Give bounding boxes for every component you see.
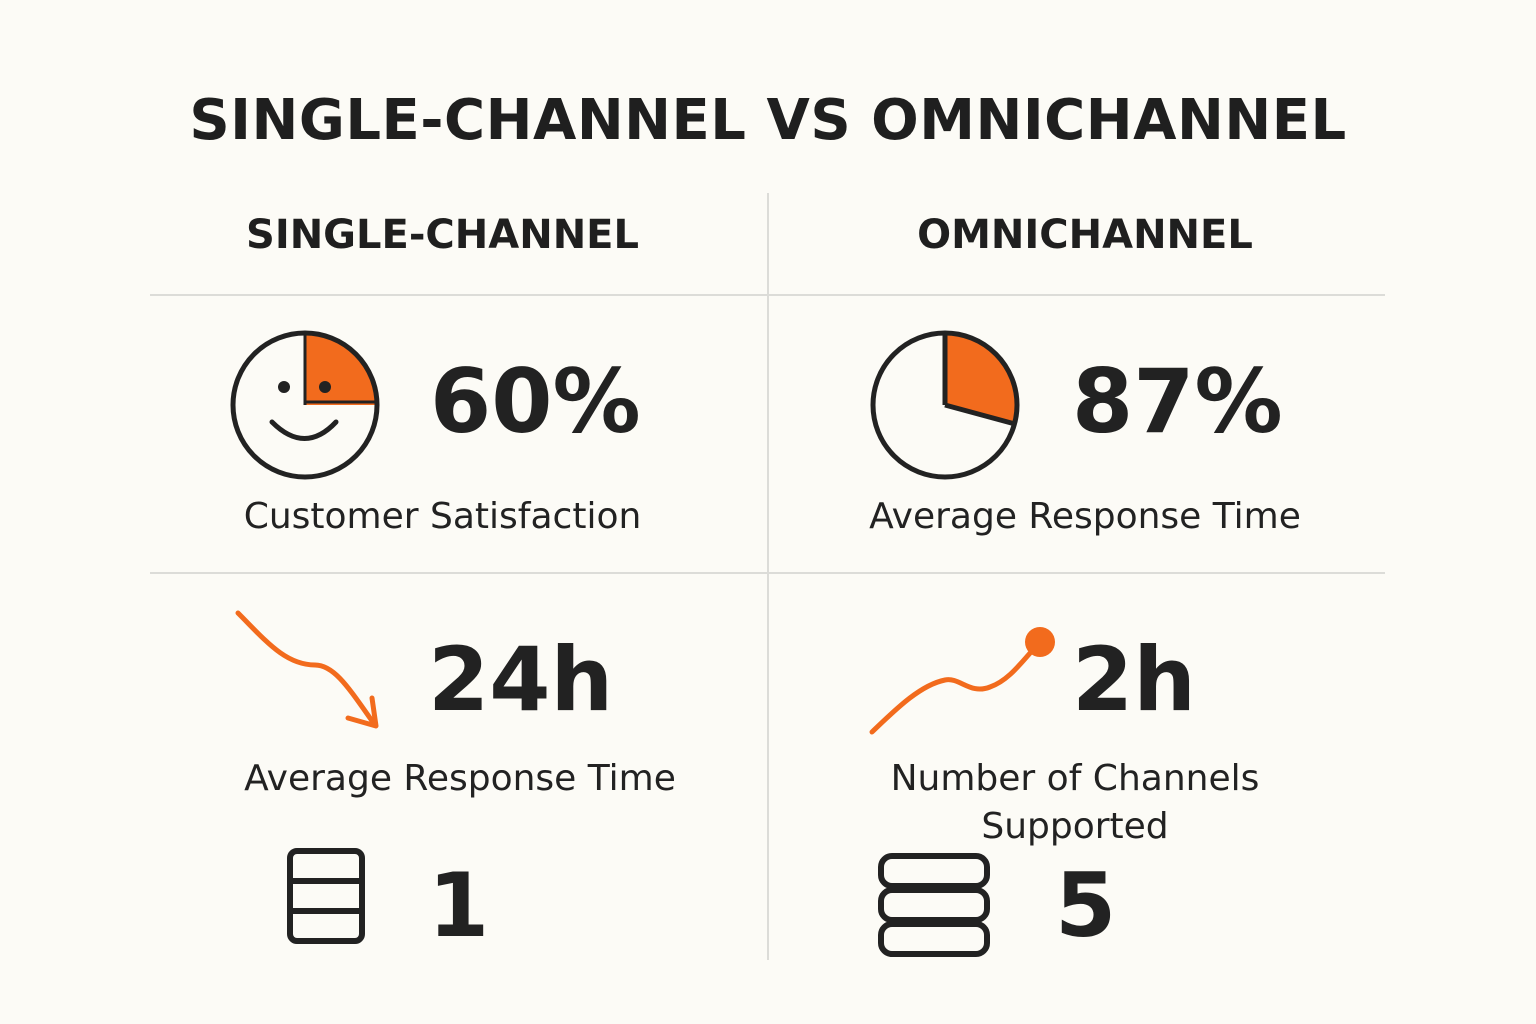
single-channel-count-value: 1 bbox=[428, 854, 490, 957]
pie-chart-icon bbox=[870, 330, 1020, 480]
column-heading-single-channel: SINGLE-CHANNEL bbox=[246, 212, 639, 258]
omnichannel-count-value: 5 bbox=[1055, 854, 1117, 957]
single-channel-satisfaction-label: Customer Satisfaction bbox=[243, 496, 642, 537]
trend-down-arrow-icon bbox=[235, 610, 379, 729]
smiley-pie-icon bbox=[230, 330, 380, 480]
column-heading-omnichannel: OMNICHANNEL bbox=[917, 212, 1253, 258]
trend-up-line-icon bbox=[869, 627, 1055, 735]
omnichannel-first-label: Average Response Time bbox=[869, 496, 1301, 537]
server-stack-icon bbox=[878, 853, 990, 957]
vertical-divider bbox=[767, 193, 769, 960]
single-channel-response-label: Average Response Time bbox=[244, 758, 676, 799]
row-divider bbox=[150, 572, 1385, 574]
single-channel-satisfaction-value: 60% bbox=[430, 350, 641, 453]
single-channel-response-value: 24h bbox=[428, 628, 614, 731]
omnichannel-satisfaction-value: 87% bbox=[1072, 350, 1283, 453]
omnichannel-response-value: 2h bbox=[1072, 628, 1196, 731]
header-divider bbox=[150, 294, 1385, 296]
stack-icon bbox=[287, 848, 365, 944]
omnichannel-channels-label: Number of Channels Supported bbox=[890, 758, 1260, 847]
page-title: SINGLE-CHANNEL VS OMNICHANNEL bbox=[189, 88, 1347, 153]
